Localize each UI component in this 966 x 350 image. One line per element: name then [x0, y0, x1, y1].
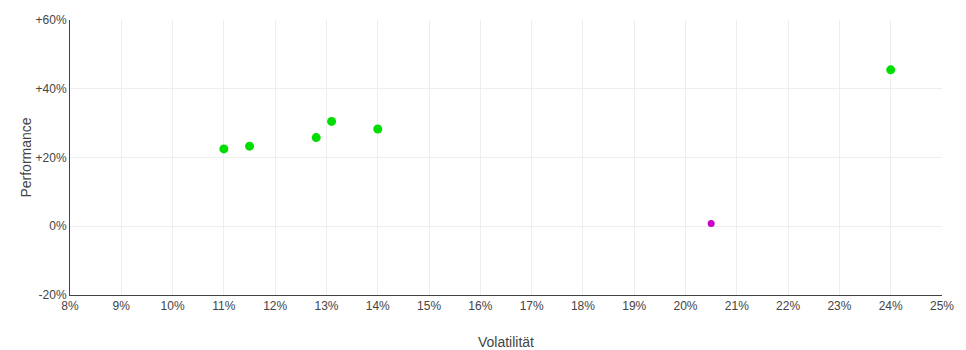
svg-text:+40%: +40%: [36, 82, 67, 96]
svg-text:Performance: Performance: [18, 117, 34, 197]
svg-text:20%: 20%: [674, 299, 698, 313]
svg-text:+60%: +60%: [36, 13, 67, 27]
svg-text:9%: 9%: [113, 299, 131, 313]
svg-text:22%: 22%: [776, 299, 800, 313]
svg-text:18%: 18%: [571, 299, 595, 313]
svg-text:21%: 21%: [725, 299, 749, 313]
svg-text:11%: 11%: [212, 299, 235, 313]
svg-text:14%: 14%: [366, 299, 390, 313]
svg-text:-20%: -20%: [39, 288, 67, 302]
svg-text:0%: 0%: [49, 219, 67, 233]
svg-text:17%: 17%: [520, 299, 544, 313]
svg-text:19%: 19%: [622, 299, 646, 313]
svg-text:+20%: +20%: [36, 151, 67, 165]
svg-text:24%: 24%: [879, 299, 903, 313]
svg-text:12%: 12%: [263, 299, 287, 313]
svg-text:15%: 15%: [417, 299, 441, 313]
svg-text:8%: 8%: [61, 299, 79, 313]
svg-text:13%: 13%: [314, 299, 338, 313]
svg-text:23%: 23%: [827, 299, 851, 313]
svg-text:10%: 10%: [161, 299, 185, 313]
svg-text:Volatilität: Volatilität: [478, 334, 534, 350]
svg-text:16%: 16%: [468, 299, 492, 313]
svg-text:25%: 25%: [930, 299, 954, 313]
